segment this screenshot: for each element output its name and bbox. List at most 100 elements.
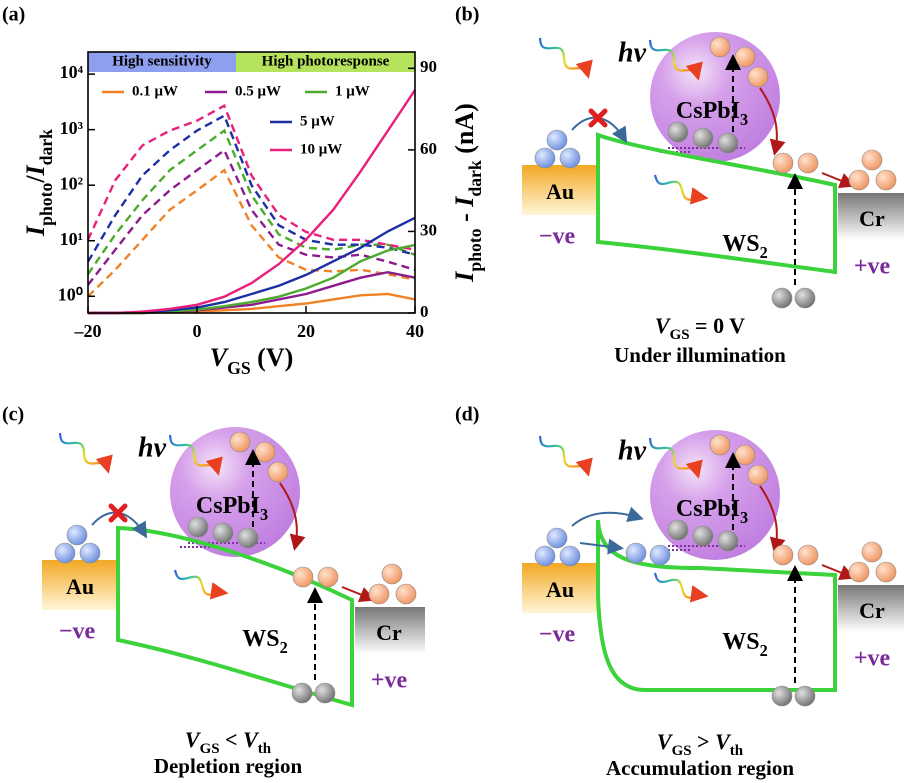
contact-label: Cr [859, 598, 885, 623]
carrier [862, 542, 882, 562]
band-diagram: hvCsPbI3Au−veWS2Cr+ve [522, 32, 904, 308]
carrier [849, 170, 869, 190]
carrier [80, 543, 100, 563]
band-diagram: hvCsPbI3Au−veWS2Cr+ve [522, 430, 904, 706]
text-part: GS [227, 358, 251, 378]
chart: (a)High sensitivityHigh photoresponse–20… [2, 4, 485, 378]
carrier [773, 153, 793, 173]
carrier [876, 170, 896, 190]
carrier [55, 543, 75, 563]
carrier [718, 531, 738, 551]
carrier [547, 528, 567, 548]
x-tick-label: 0 [193, 321, 202, 341]
figure: (a)High sensitivityHigh photoresponse–20… [0, 0, 904, 783]
legend-label: 1 μW [335, 83, 370, 99]
legend-label: 5 μW [300, 113, 335, 129]
bias-label: +ve [854, 254, 891, 280]
carrier [710, 37, 730, 57]
carrier [318, 567, 338, 587]
text-part: WS [242, 626, 279, 652]
x-tick-label: –20 [74, 321, 102, 341]
carrier [748, 67, 768, 87]
text-part: 3 [740, 110, 748, 129]
legend-label: 0.1 μW [132, 83, 178, 99]
carrier [693, 526, 713, 546]
carrier [292, 683, 312, 703]
region-label: Depletion region [154, 754, 303, 778]
photon-wave [173, 566, 225, 602]
text-part: (V) [251, 343, 294, 372]
carrier [772, 288, 792, 308]
carrier [213, 523, 233, 543]
legend-label: 10 μW [300, 141, 342, 157]
carrier [268, 462, 288, 482]
y-axis-label: Iphoto/Idark [21, 129, 56, 237]
carrier [876, 562, 896, 582]
injection-arrow [572, 513, 640, 526]
text-part: 2 [760, 641, 768, 660]
carrier [862, 150, 882, 170]
text-part: WS [722, 231, 759, 257]
channel-label: WS2 [722, 629, 768, 661]
text-part: - [450, 207, 479, 229]
carrier [650, 545, 670, 565]
legend-label: 0.5 μW [235, 83, 281, 99]
text-part: dark [36, 129, 56, 166]
carrier [626, 543, 646, 563]
photon-wave [57, 429, 109, 475]
photon-wave [537, 34, 589, 80]
contact-label: Au [546, 179, 574, 204]
carrier [668, 520, 688, 540]
series-line [88, 294, 415, 313]
y-tick-label: 10¹ [60, 229, 83, 249]
text-part: CsPbI [676, 98, 740, 124]
photon-wave [653, 569, 705, 605]
panel-label: (c) [2, 404, 24, 426]
series-line [88, 106, 415, 250]
y2-tick-label: 0 [420, 302, 429, 321]
panel-label: (a) [2, 4, 25, 26]
text-part: photo [36, 183, 56, 226]
carrier [396, 584, 416, 604]
photon-wave [537, 432, 589, 478]
carrier [795, 288, 815, 308]
carrier [293, 567, 313, 587]
carrier [255, 442, 275, 462]
series-line [88, 218, 415, 313]
carrier [735, 445, 755, 465]
text-part: 2 [280, 638, 288, 657]
carrier [795, 686, 815, 706]
carrier [67, 525, 87, 545]
text-part: > [692, 729, 716, 754]
carrier [188, 517, 208, 537]
series-line [88, 150, 415, 285]
carrier [668, 122, 688, 142]
text-part: dark [465, 160, 485, 197]
photon-label: hv [618, 37, 647, 68]
series-line [88, 272, 415, 313]
text-part: 3 [740, 508, 748, 527]
ws2-band [118, 528, 352, 705]
carrier [382, 564, 402, 584]
carrier [238, 528, 258, 548]
carrier [710, 435, 730, 455]
text-part: GS [670, 327, 690, 343]
carrier [735, 47, 755, 67]
bias-label: −ve [59, 619, 96, 645]
photon-wave [653, 171, 705, 207]
carrier [560, 148, 580, 168]
text-part: WS [722, 629, 759, 655]
photon-label: hv [138, 432, 167, 463]
bias-label: −ve [539, 224, 576, 250]
y2-axis-label: Iphoto - Idark (nA) [450, 103, 485, 283]
contact-label: Au [66, 574, 94, 599]
x-tick-label: 20 [297, 321, 315, 341]
band-diagram: hvCsPbI3Au−veWS2Cr+ve [42, 427, 425, 705]
text-part: (nA) [450, 103, 479, 160]
carrier [773, 545, 793, 565]
y2-tick-label: 30 [420, 220, 437, 239]
bias-label: −ve [539, 622, 576, 648]
y-tick-label: 10² [60, 173, 83, 193]
text-part: = 0 V [690, 313, 746, 338]
text-part: 2 [760, 243, 768, 262]
